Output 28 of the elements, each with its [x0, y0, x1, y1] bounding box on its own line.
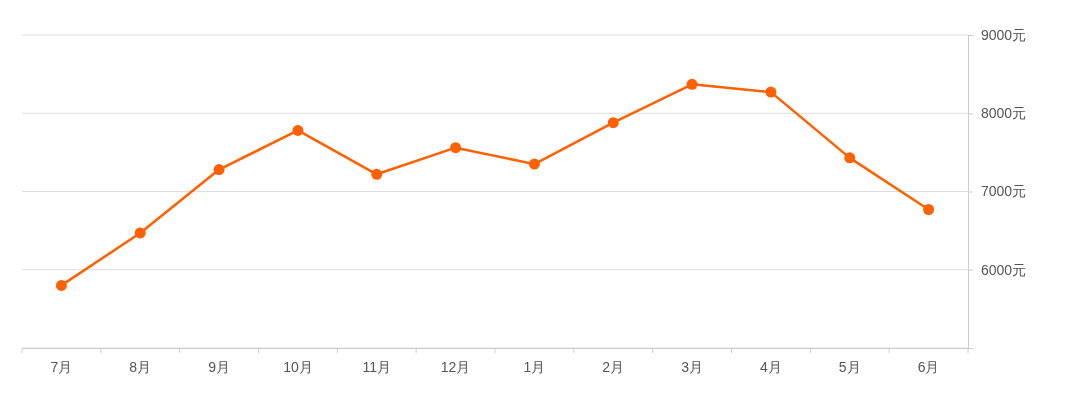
x-tick-label: 7月 [50, 358, 73, 375]
x-tick-label: 4月 [760, 358, 782, 375]
point [923, 204, 935, 215]
point [371, 168, 383, 180]
point [686, 78, 698, 90]
point [607, 117, 619, 129]
point [292, 124, 304, 136]
point [213, 164, 225, 176]
point [528, 158, 540, 170]
x-tick-label: 12月 [440, 358, 471, 375]
x-tick-label: 2月 [602, 358, 625, 375]
x-tick-label: 5月 [838, 358, 861, 375]
point [844, 152, 856, 164]
x-tick-label: 3月 [681, 358, 703, 375]
y-tick-label: 8000元 [981, 105, 1027, 122]
x-tick-label: 8月 [129, 358, 152, 375]
y-tick-label: 6000元 [981, 261, 1027, 278]
x-tick-label: 6月 [917, 358, 940, 375]
point [134, 227, 146, 239]
x-tick-label: 9月 [208, 358, 230, 375]
x-tick-label: 10月 [283, 358, 313, 375]
x-tick-label: 11月 [362, 358, 392, 375]
y-tick-label: 7000元 [981, 183, 1027, 200]
point [55, 279, 67, 291]
point [450, 142, 462, 154]
x-tick-label: 1月 [523, 358, 546, 375]
y-tick-label: 9000元 [981, 26, 1027, 43]
point [765, 86, 777, 98]
